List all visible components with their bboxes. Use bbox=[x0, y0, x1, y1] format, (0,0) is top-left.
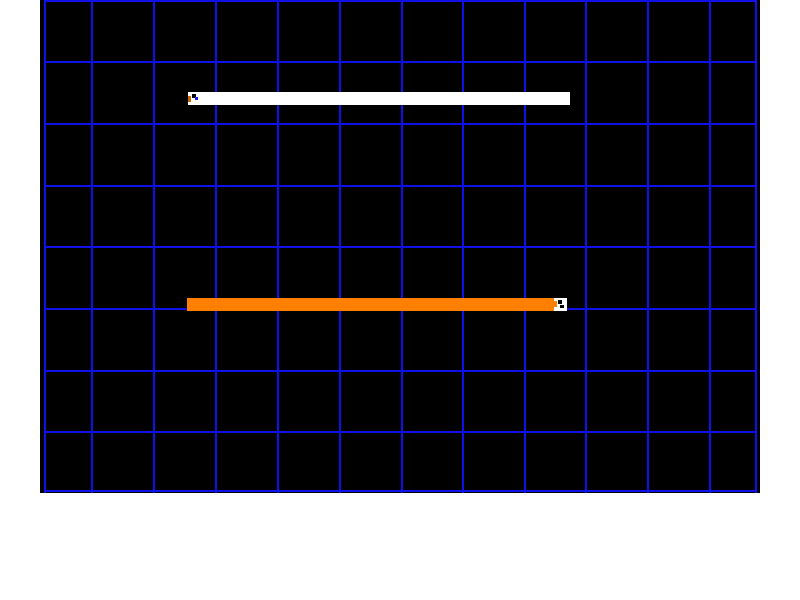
page-background bbox=[0, 493, 800, 600]
arena-canvas bbox=[44, 0, 757, 493]
white-player-cycle bbox=[188, 92, 201, 105]
white-player-trail bbox=[200, 92, 570, 105]
orange-player-cycle bbox=[554, 298, 567, 311]
arena-grid bbox=[44, 0, 757, 493]
game-arena[interactable] bbox=[40, 0, 760, 493]
player-trails bbox=[187, 92, 570, 311]
orange-player-trail bbox=[187, 298, 557, 311]
